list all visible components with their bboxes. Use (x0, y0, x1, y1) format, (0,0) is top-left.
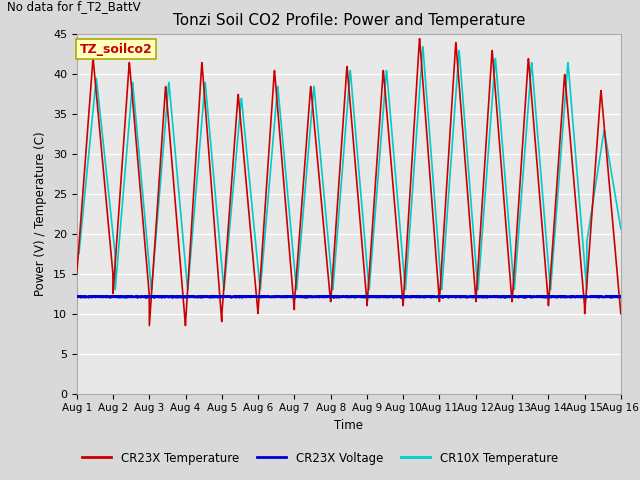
CR23X Temperature (305, 103, 313, 109)
CR23X Voltage (439, 295, 447, 300)
Text: No data for f_T2_BattV: No data for f_T2_BattV (7, 0, 141, 13)
CR23X Voltage (548, 294, 556, 300)
CR10X Temperature (548, 270, 556, 276)
CR23X Temperature (73, 271, 81, 276)
CR10X Temperature (617, 226, 625, 231)
CR10X Temperature (73, 251, 81, 256)
CR10X Temperature (111, 287, 119, 292)
CR23X Voltage (282, 294, 289, 300)
CR23X Voltage (167, 294, 175, 300)
CR23X Temperature (168, 152, 175, 157)
Line: CR23X Temperature: CR23X Temperature (77, 39, 621, 325)
CR23X Voltage (73, 293, 81, 299)
CR23X Temperature (135, 170, 143, 176)
CR23X Temperature (617, 311, 625, 316)
Y-axis label: Power (V) / Temperature (C): Power (V) / Temperature (C) (35, 132, 47, 296)
CR23X Temperature (416, 36, 424, 42)
Line: CR10X Temperature: CR10X Temperature (77, 47, 621, 289)
CR23X Temperature (548, 253, 556, 259)
CR10X Temperature (135, 150, 143, 156)
CR10X Temperature (419, 44, 427, 49)
CR23X Voltage (607, 294, 614, 300)
Text: TZ_soilco2: TZ_soilco2 (79, 43, 152, 56)
CR23X Voltage (305, 294, 313, 300)
CR23X Temperature (145, 323, 153, 328)
CR10X Temperature (607, 164, 614, 170)
Title: Tonzi Soil CO2 Profile: Power and Temperature: Tonzi Soil CO2 Profile: Power and Temper… (173, 13, 525, 28)
X-axis label: Time: Time (334, 419, 364, 432)
CR10X Temperature (282, 168, 289, 174)
CR23X Voltage (617, 294, 625, 300)
Line: CR23X Voltage: CR23X Voltage (77, 296, 621, 298)
CR23X Temperature (607, 194, 614, 200)
CR23X Voltage (264, 293, 272, 299)
CR10X Temperature (305, 139, 313, 145)
CR10X Temperature (168, 106, 175, 111)
CR23X Temperature (282, 202, 289, 207)
CR23X Voltage (135, 294, 143, 300)
Legend: CR23X Temperature, CR23X Voltage, CR10X Temperature: CR23X Temperature, CR23X Voltage, CR10X … (77, 447, 563, 469)
